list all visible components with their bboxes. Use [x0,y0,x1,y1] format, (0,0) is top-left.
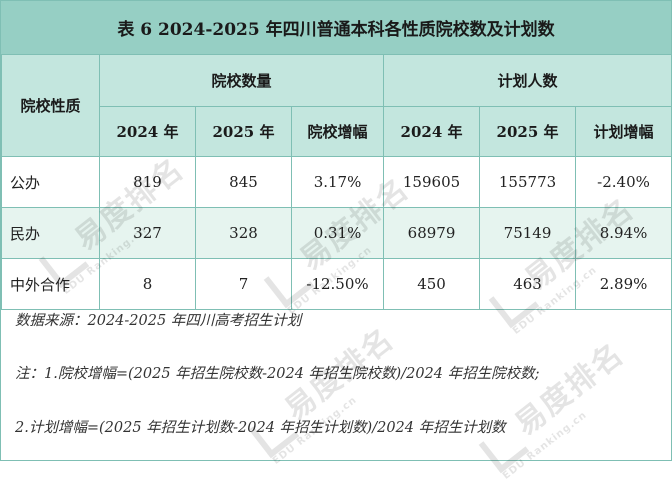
col-header: 2025 年 [479,106,577,157]
table-cell: 450 [383,258,481,310]
table-cell: 68979 [383,207,481,259]
formula-note-2: 2.计划增幅=(2025 年招生计划数-2024 年招生计划数)/2024 年招… [15,420,506,436]
col-header: 2025 年 [195,106,292,157]
table-row: 中外合作 8 7 -12.50% 450 463 2.89% [1,258,672,310]
table-cell: 328 [195,207,292,259]
row-label: 中外合作 [1,258,100,310]
header-row-2: 2024 年 2025 年 院校增幅 2024 年 2025 年 计划增幅 [2,106,672,157]
col-header: 2024 年 [383,106,481,157]
table-cell: 463 [479,258,577,310]
watermark-logo: 易度排名 EDU Ranking.cn [471,330,642,482]
data-source-note: 数据来源：2024-2025 年四川高考招生计划 [15,313,302,329]
formula-note-1: 注：1.院校增幅=(2025 年招生院校数-2024 年招生院校数)/2024 … [15,366,540,382]
table-cell: 7 [195,258,292,310]
row-label: 公办 [1,156,100,208]
col-header: 院校增幅 [290,106,385,157]
table-title: 表 6 2024-2025 年四川普通本科各性质院校数及计划数 [1,1,671,55]
data-table: 院校性质 院校数量 计划人数 2024 年 2025 年 院校增幅 2024 年… [1,54,672,310]
table-cell: 2.89% [575,258,672,310]
table-cell: 327 [99,207,196,259]
table-cell: 8 [99,258,196,310]
table-cell: -2.40% [575,156,672,208]
watermark-logo: 易度排名 EDU Ranking.cn [241,315,412,467]
row-label: 民办 [1,207,100,259]
header-row-1: 院校性质 院校数量 计划人数 [1,54,672,157]
table-row: 公办 819 845 3.17% 159605 155773 -2.40% [1,156,672,208]
table-cell: 845 [195,156,292,208]
col-header: 计划增幅 [575,106,672,157]
table-cell: 159605 [383,156,481,208]
header-row-label: 院校性质 [1,54,100,157]
table-cell: 819 [99,156,196,208]
header-group-schools: 院校数量 [98,54,385,107]
table-row: 民办 327 328 0.31% 68979 75149 8.94% [1,207,672,259]
table-cell: 3.17% [290,156,385,208]
header-group-plan: 计划人数 [383,54,672,107]
table-cell: 8.94% [575,207,672,259]
table-cell: 155773 [479,156,577,208]
table-cell: 0.31% [290,207,385,259]
col-header: 2024 年 [99,106,196,157]
table-cell: -12.50% [290,258,385,310]
table-cell: 75149 [479,207,577,259]
